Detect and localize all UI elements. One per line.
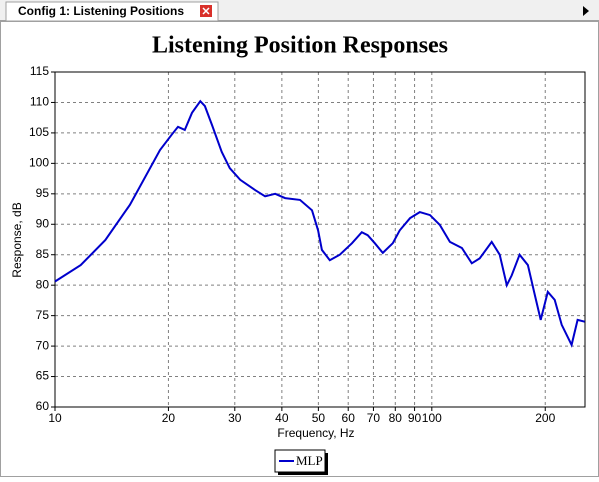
y-tick-label: 90: [36, 216, 50, 230]
y-tick-label: 100: [29, 156, 49, 170]
x-tick-label: 80: [389, 411, 403, 425]
x-tick-label: 60: [342, 411, 356, 425]
legend-box: [274, 449, 326, 473]
data-line: [54, 99, 585, 348]
y-tick-label: 65: [36, 369, 50, 383]
y-tick-label: 105: [29, 125, 49, 139]
y-tick-label: 85: [36, 247, 50, 261]
chart-title: Listening Position Responses: [152, 33, 448, 59]
x-tick-label: 50: [312, 411, 326, 425]
y-tick-label: 80: [36, 277, 50, 291]
x-tick-label: 10: [48, 411, 62, 425]
x-tick-label: 70: [367, 411, 381, 425]
tab-close-icon: [202, 7, 210, 15]
y-tick-label: 60: [36, 399, 50, 413]
legend: MLP: [274, 449, 328, 475]
y-tick-label: 115: [30, 64, 49, 78]
y-tick-label: 70: [36, 338, 50, 352]
plot-border: [54, 71, 586, 408]
tab-title: Config 1: Listening Positions: [18, 4, 184, 18]
y-axis-label: Response, dB: [10, 202, 24, 277]
scroll-arrow[interactable]: [583, 6, 589, 16]
x-tick-label: 100: [422, 411, 442, 425]
x-tick-label: 90: [408, 411, 422, 425]
y-tick-label: 75: [36, 308, 50, 322]
x-tick-label: 30: [228, 411, 242, 425]
x-axis-label: Frequency, Hz: [277, 426, 354, 440]
y-tick-label: 95: [36, 186, 50, 200]
x-tick-label: 200: [535, 411, 555, 425]
x-tick-label: 40: [275, 411, 289, 425]
x-tick-label: 20: [162, 411, 176, 425]
legend-label: MLP: [296, 453, 323, 468]
y-tick-label: 110: [30, 95, 49, 109]
